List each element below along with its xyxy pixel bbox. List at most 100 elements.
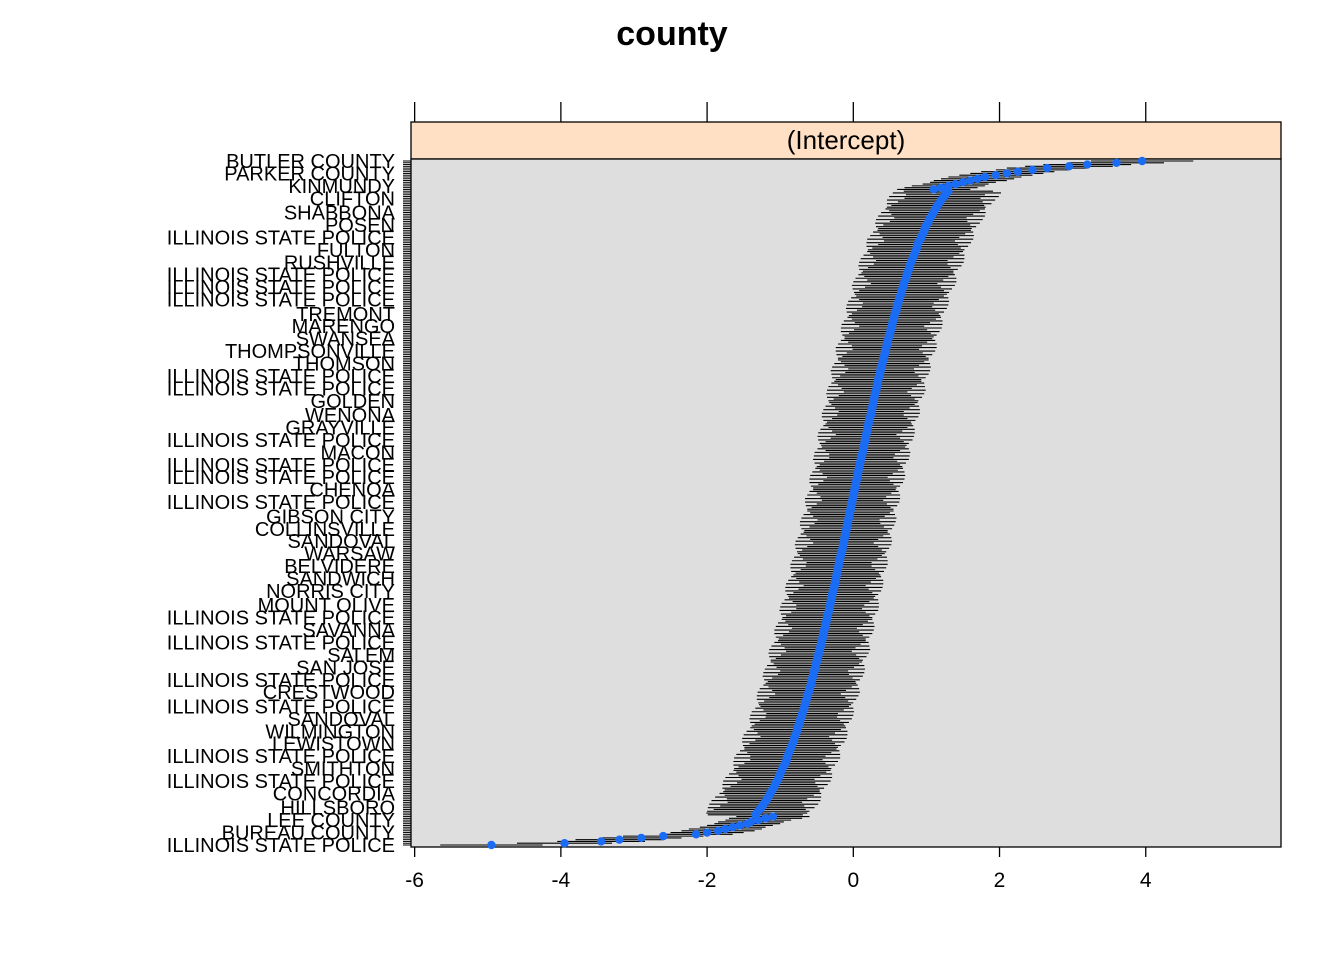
- y-tick-label: ILLINOIS STATE POLICE: [167, 290, 395, 312]
- y-tick-label: ILLINOIS STATE POLICE: [167, 492, 395, 514]
- y-tick-label: THOMSON: [293, 354, 395, 376]
- estimate-point: [746, 817, 756, 827]
- x-tick-label: -4: [552, 869, 571, 892]
- estimate-point: [929, 185, 938, 194]
- y-tick-label: NORRIS CITY: [266, 581, 395, 603]
- y-tick-label: ILLINOIS STATE POLICE: [167, 455, 395, 477]
- y-tick-label: ILLINOIS STATE POLICE: [167, 696, 395, 718]
- estimate-points: [487, 156, 1147, 850]
- estimate-point: [487, 840, 496, 850]
- y-tick-label: ILLINOIS STATE POLICE: [167, 608, 395, 630]
- estimate-point: [560, 839, 569, 848]
- estimate-point: [735, 821, 745, 830]
- x-tick-label: -2: [698, 869, 717, 892]
- y-tick-label: PARKER COUNTY: [224, 163, 395, 185]
- x-tick-label: -6: [405, 869, 424, 892]
- estimate-point: [702, 828, 712, 837]
- y-tick-label: MARENGO: [292, 316, 395, 338]
- estimate-point: [991, 171, 1001, 180]
- estimate-point: [761, 814, 770, 823]
- chart-title: county: [616, 15, 728, 53]
- y-tick-label: ILLINOIS STATE POLICE: [167, 430, 395, 452]
- y-tick-label: ILLINOIS STATE POLICE: [167, 265, 395, 287]
- y-tick-label: WENONA: [305, 405, 396, 427]
- estimate-point: [768, 812, 778, 821]
- panel-strip-label: (Intercept): [787, 125, 906, 155]
- y-tick-label: SAVANNA: [302, 620, 395, 642]
- estimate-point: [615, 835, 624, 844]
- y-tick-label: SWANSEA: [296, 329, 396, 351]
- estimate-point: [980, 172, 990, 182]
- y-tick-label: ILLINOIS STATE POLICE: [167, 771, 395, 793]
- x-tick-label: 2: [994, 869, 1006, 892]
- y-tick-label: ILLINOIS STATE POLICE: [167, 835, 395, 857]
- panel-background: [410, 158, 1282, 848]
- y-tick-label: SALEM: [327, 645, 395, 667]
- estimate-point: [1042, 163, 1052, 173]
- y-tick-label: SAN JOSE: [296, 657, 395, 679]
- y-tick-label: ILLINOIS STATE POLICE: [167, 746, 395, 768]
- estimate-point: [596, 837, 606, 846]
- estimate-point: [944, 181, 953, 191]
- estimate-point: [958, 178, 968, 187]
- x-tick-label: 0: [847, 869, 859, 892]
- estimate-point: [1083, 160, 1092, 169]
- y-tick-label: CLIFTON: [310, 188, 395, 210]
- y-tick-label: FULTON: [317, 240, 395, 262]
- y-tick-label: BUREAU COUNTY: [222, 823, 395, 845]
- estimate-point: [1028, 165, 1037, 175]
- y-tick-label: WARSAW: [304, 544, 395, 566]
- y-tick-label: POSEN: [325, 215, 395, 237]
- y-tick-label: GIBSON CITY: [266, 506, 395, 528]
- estimate-point: [1137, 156, 1147, 166]
- y-tick-label: CRESTWOOD: [263, 682, 395, 704]
- y-tick-label: HILLSBORO: [281, 798, 395, 820]
- y-tick-label: SANDOVAL: [288, 709, 395, 731]
- y-tick-label: BUTLER COUNTY: [226, 151, 395, 173]
- estimate-point: [637, 833, 646, 843]
- y-tick-label: WILMINGTON: [265, 721, 395, 743]
- estimate-point: [951, 179, 960, 189]
- y-tick-label: ILLINOIS STATE POLICE: [167, 277, 395, 299]
- y-tick-label: ILLINOIS STATE POLICE: [167, 467, 395, 489]
- x-axis: -6 -4 -2 0 2 4: [405, 102, 1152, 892]
- y-tick-label: SMITHTON: [291, 759, 395, 781]
- y-tick-label: THOMPSONVILLE: [225, 341, 395, 363]
- estimate-point: [721, 824, 730, 834]
- estimate-point: [659, 831, 668, 841]
- estimate-point: [966, 176, 975, 185]
- y-tick-label: MOUNT OLIVE: [258, 595, 395, 617]
- y-tick-label: ILLINOIS STATE POLICE: [167, 632, 395, 654]
- y-tick-label: CONCORDIA: [273, 783, 396, 805]
- y-tick-label: LEE COUNTY: [267, 810, 395, 832]
- estimate-point: [691, 830, 701, 839]
- x-tick-label: 4: [1140, 869, 1152, 892]
- y-tick-label: SANDOVAL: [288, 531, 395, 553]
- y-tick-label: RUSHVILLE: [284, 252, 395, 274]
- y-tick-label: LEWISTOWN: [272, 734, 395, 756]
- estimate-point: [1112, 158, 1121, 167]
- y-tick-label: CHENOA: [309, 480, 395, 502]
- estimate-point: [713, 826, 723, 835]
- y-tick-label: ILLINOIS STATE POLICE: [167, 227, 395, 249]
- y-tick-label: TREMONT: [296, 304, 395, 326]
- estimate-point: [1013, 167, 1023, 176]
- y-tick-label: GRAYVILLE: [285, 417, 395, 439]
- y-tick-label: BELVIDERE: [284, 556, 395, 578]
- y-ticks: [403, 160, 411, 846]
- y-tick-label: SANDWICH: [286, 569, 395, 591]
- panel-strip: [410, 121, 1282, 160]
- y-tick-label: GOLDEN: [311, 391, 395, 413]
- y-tick-label: MACON: [321, 442, 395, 464]
- estimate-point: [1002, 169, 1012, 178]
- y-tick-label: ILLINOIS STATE POLICE: [167, 366, 395, 388]
- y-tick-label: KINMUNDY: [288, 176, 395, 198]
- y-tick-label: COLLINSVILLE: [255, 519, 395, 541]
- y-tick-label: ILLINOIS STATE POLICE: [167, 378, 395, 400]
- y-tick-label: ILLINOIS STATE POLICE: [167, 670, 395, 692]
- y-tick-label: SHABBONA: [284, 203, 396, 225]
- estimate-point: [728, 823, 737, 832]
